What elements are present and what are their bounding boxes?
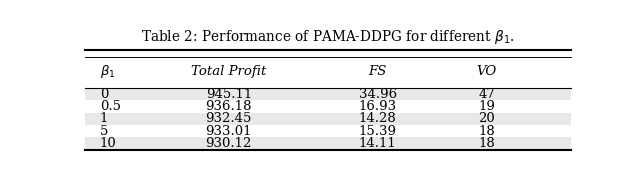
Text: 20: 20 bbox=[478, 112, 495, 125]
Text: 933.01: 933.01 bbox=[205, 125, 252, 137]
Text: Table 2: Performance of PAMA-DDPG for different $\beta_1$.: Table 2: Performance of PAMA-DDPG for di… bbox=[141, 28, 515, 46]
Text: $\beta_1$: $\beta_1$ bbox=[100, 63, 115, 80]
Text: 10: 10 bbox=[100, 137, 116, 150]
Text: 18: 18 bbox=[478, 125, 495, 137]
Text: 945.11: 945.11 bbox=[205, 88, 252, 101]
Text: 19: 19 bbox=[478, 100, 495, 113]
Text: 47: 47 bbox=[478, 88, 495, 101]
FancyBboxPatch shape bbox=[85, 88, 571, 100]
Text: 1: 1 bbox=[100, 112, 108, 125]
Text: 14.11: 14.11 bbox=[359, 137, 396, 150]
Text: 16.93: 16.93 bbox=[358, 100, 397, 113]
Text: 936.18: 936.18 bbox=[205, 100, 252, 113]
Text: FS: FS bbox=[369, 65, 387, 78]
Text: 930.12: 930.12 bbox=[205, 137, 252, 150]
Text: 932.45: 932.45 bbox=[205, 112, 252, 125]
Text: 0: 0 bbox=[100, 88, 108, 101]
Text: 18: 18 bbox=[478, 137, 495, 150]
Text: 15.39: 15.39 bbox=[358, 125, 397, 137]
Text: VO: VO bbox=[477, 65, 497, 78]
Text: 34.96: 34.96 bbox=[358, 88, 397, 101]
Text: 14.28: 14.28 bbox=[359, 112, 396, 125]
Text: Total Profit: Total Profit bbox=[191, 65, 266, 78]
Text: 5: 5 bbox=[100, 125, 108, 137]
Text: 0.5: 0.5 bbox=[100, 100, 121, 113]
FancyBboxPatch shape bbox=[85, 113, 571, 125]
FancyBboxPatch shape bbox=[85, 137, 571, 149]
